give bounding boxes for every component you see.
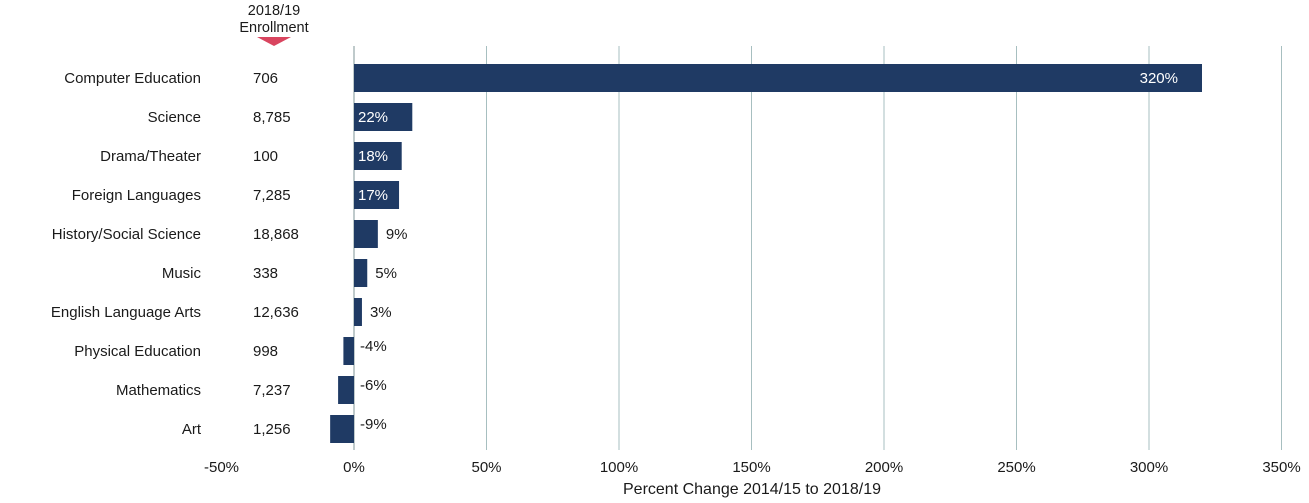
- bar: [354, 181, 400, 209]
- enrollment-value: 7,237: [253, 382, 291, 399]
- x-tick-label: -50%: [204, 459, 239, 476]
- value-label: -9%: [360, 416, 387, 433]
- x-axis-title: Percent Change 2014/15 to 2018/19: [623, 481, 881, 498]
- x-tick-label: 50%: [471, 459, 501, 476]
- value-label: 3%: [370, 304, 392, 321]
- enrollment-value: 706: [253, 70, 278, 87]
- category-label: History/Social Science: [52, 226, 201, 243]
- value-label: 320%: [1140, 70, 1178, 87]
- enrollment-header-text: 2018/19 Enrollment: [239, 3, 309, 36]
- enrollment-value: 18,868: [253, 226, 299, 243]
- x-tick-label: 350%: [1262, 459, 1300, 476]
- bar: [354, 298, 362, 326]
- bar: [330, 415, 354, 443]
- value-label: 18%: [358, 148, 388, 165]
- bar: [354, 64, 1202, 92]
- enrollment-value: 998: [253, 343, 278, 360]
- x-tick-label: 100%: [600, 459, 638, 476]
- header-marker-icon: [257, 37, 291, 46]
- bar: [354, 103, 413, 131]
- value-label: -4%: [360, 338, 387, 355]
- enrollment-value: 100: [253, 148, 278, 165]
- x-tick-label: 250%: [997, 459, 1035, 476]
- value-label: 5%: [375, 265, 397, 282]
- category-label: English Language Arts: [51, 304, 201, 321]
- bar: [338, 376, 354, 404]
- value-label: 9%: [386, 226, 408, 243]
- x-tick-label: 300%: [1130, 459, 1168, 476]
- category-label: Foreign Languages: [72, 187, 201, 204]
- enrollment-value: 1,256: [253, 421, 291, 438]
- enrollment-column-header: 2018/19 Enrollment: [214, 3, 334, 37]
- category-label: Art: [182, 421, 202, 438]
- enrollment-value: 338: [253, 265, 278, 282]
- bar: [354, 259, 368, 287]
- x-tick-label: 150%: [732, 459, 770, 476]
- category-label: Science: [148, 109, 201, 126]
- category-label: Music: [162, 265, 202, 282]
- category-label: Mathematics: [116, 382, 201, 399]
- bar: [343, 337, 354, 365]
- bar: [354, 220, 378, 248]
- x-tick-label: 200%: [865, 459, 903, 476]
- value-label: 22%: [358, 109, 388, 126]
- category-label: Drama/Theater: [100, 148, 201, 165]
- enrollment-value: 7,285: [253, 187, 291, 204]
- category-label: Physical Education: [74, 343, 201, 360]
- value-label: -6%: [360, 377, 387, 394]
- x-tick-label: 0%: [343, 459, 365, 476]
- bar: [354, 142, 402, 170]
- enrollment-value: 12,636: [253, 304, 299, 321]
- category-label: Computer Education: [64, 70, 201, 87]
- enrollment-value: 8,785: [253, 109, 291, 126]
- value-label: 17%: [358, 187, 388, 204]
